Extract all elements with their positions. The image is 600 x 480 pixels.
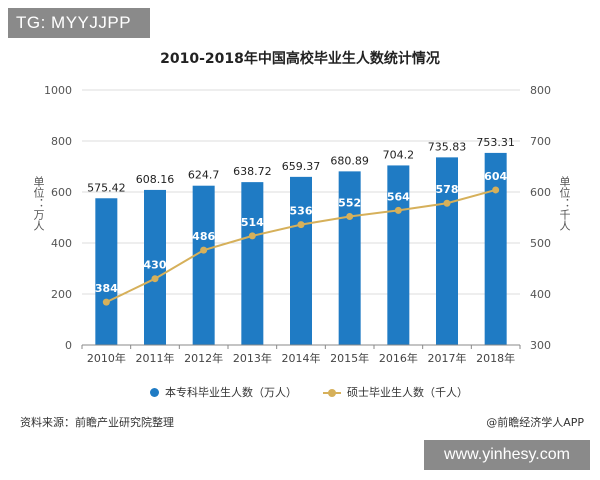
x-tick-label: 2017年 — [428, 351, 467, 365]
right-axis-label: 单位：千人 — [558, 176, 571, 231]
line-value-label: 578 — [436, 183, 459, 196]
bar-value-label: 735.83 — [428, 140, 467, 153]
line-value-label: 564 — [387, 190, 410, 203]
left-tick-label: 600 — [51, 186, 72, 199]
left-tick-label: 0 — [65, 339, 72, 352]
right-tick-label: 500 — [530, 237, 551, 250]
line-point — [151, 275, 159, 283]
right-tick-label: 400 — [530, 288, 551, 301]
left-axis-label: 单位：万人 — [32, 176, 45, 231]
line-value-label: 430 — [144, 259, 167, 272]
right-tick-label: 800 — [530, 84, 551, 97]
legend-bar-swatch — [150, 387, 159, 397]
line-point — [492, 186, 500, 194]
bar-value-label: 753.31 — [476, 136, 515, 149]
x-tick-label: 2014年 — [282, 351, 321, 365]
line-value-label: 604 — [484, 170, 507, 183]
bar-value-label: 680.89 — [330, 154, 369, 167]
legend-line-swatch — [323, 388, 341, 397]
right-tick-label: 600 — [530, 186, 551, 199]
bar-value-label: 638.72 — [233, 165, 272, 178]
line-point — [443, 199, 451, 207]
right-tick-label: 300 — [530, 339, 551, 352]
bar — [144, 189, 166, 345]
x-tick-label: 2012年 — [184, 351, 223, 365]
bar — [95, 198, 118, 345]
legend: 本专科毕业生人数（万人） 硕士毕业生人数（千人） — [150, 384, 494, 400]
left-tick-label: 200 — [51, 288, 72, 301]
x-tick-label: 2011年 — [136, 351, 175, 365]
left-tick-label: 400 — [51, 237, 72, 250]
bar — [484, 152, 507, 345]
line-value-label: 552 — [338, 196, 361, 209]
x-tick-label: 2018年 — [476, 351, 515, 365]
chart-title: 2010-2018年中国高校毕业生人数统计情况 — [160, 51, 440, 67]
bar — [241, 182, 264, 345]
left-tick-label: 1000 — [44, 84, 72, 97]
x-tick-label: 2016年 — [379, 351, 418, 365]
legend-bar-label: 本专科毕业生人数（万人） — [165, 386, 297, 399]
legend-line-label: 硕士毕业生人数（千人） — [347, 386, 468, 399]
line-point — [200, 246, 208, 254]
right-tick-label: 700 — [530, 135, 551, 148]
line-point — [346, 212, 354, 220]
source-note: 资料来源：前瞻产业研究院整理 — [20, 416, 174, 429]
line-value-label: 514 — [241, 216, 264, 229]
legend-item-line: 硕士毕业生人数（千人） — [323, 384, 468, 400]
credit-note: @前瞻经济学人APP — [486, 416, 584, 429]
line-value-label: 384 — [95, 282, 118, 295]
bar-value-label: 608.16 — [136, 173, 175, 186]
bar-value-label: 704.2 — [383, 148, 415, 161]
bar — [192, 185, 215, 345]
x-tick-label: 2013年 — [233, 351, 272, 365]
line-point — [248, 232, 256, 240]
x-tick-label: 2015年 — [330, 351, 369, 365]
watermark: www.yinhesy.com — [424, 440, 590, 470]
line-point — [297, 221, 305, 229]
bar-value-label: 659.37 — [282, 160, 321, 173]
bar-value-label: 575.42 — [87, 181, 126, 194]
left-tick-label: 800 — [51, 135, 72, 148]
line-value-label: 486 — [192, 230, 215, 243]
x-tick-label: 2010年 — [87, 351, 126, 365]
bar — [290, 176, 312, 345]
bar-value-label: 624.7 — [188, 169, 220, 182]
bar — [338, 171, 361, 345]
legend-item-bar: 本专科毕业生人数（万人） — [150, 384, 297, 400]
line-point — [102, 298, 110, 306]
line-value-label: 536 — [290, 205, 313, 218]
line-point — [394, 206, 402, 214]
overlay-tag: TG: MYYJJPP — [8, 8, 150, 38]
